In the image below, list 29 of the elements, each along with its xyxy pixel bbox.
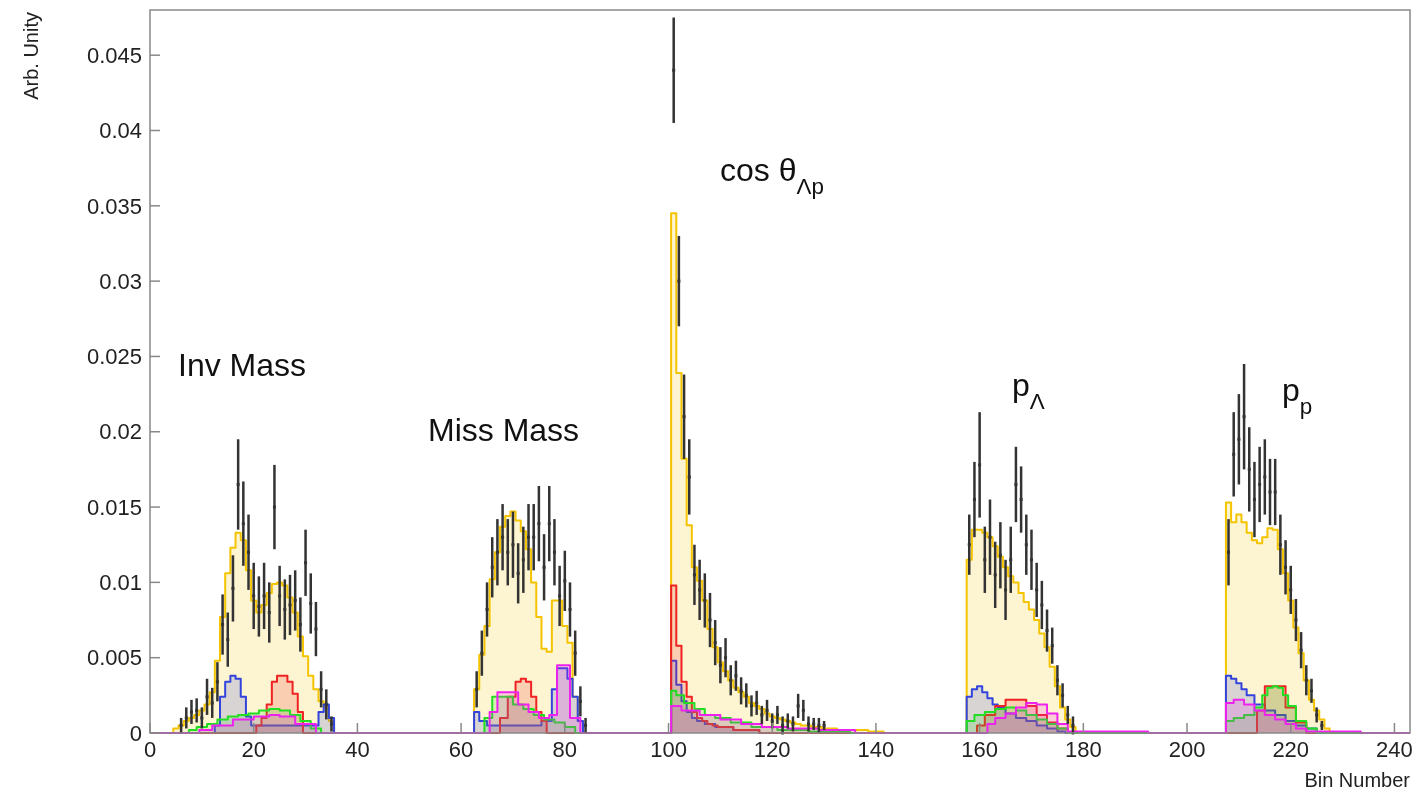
- x-tick-label: 140: [857, 737, 895, 762]
- annotation: cos θ$_{Λp}$: [720, 152, 824, 199]
- x-tick-label: 160: [961, 737, 998, 762]
- annotation: Miss Mass: [428, 412, 580, 449]
- x-tick-label: 60: [448, 737, 474, 762]
- y-tick-label: 0.035: [86, 193, 142, 219]
- y-tick-label: 0.01: [99, 570, 142, 596]
- x-tick-label: 120: [753, 737, 791, 762]
- annotation: p$_{Λ}$: [1012, 367, 1045, 414]
- x-tick-label: 180: [1064, 737, 1102, 762]
- y-tick-label: 0.025: [86, 344, 142, 370]
- y-tick-label: 0.04: [99, 118, 142, 144]
- x-tick-label: 220: [1272, 737, 1310, 762]
- x-tick-label: 80: [552, 737, 578, 762]
- y-tick-label: 0.045: [86, 42, 142, 68]
- y-axis-title: Arb. Unity: [20, 12, 42, 100]
- y-tick-label: 0.005: [86, 645, 142, 671]
- y-tick-label: 0.02: [99, 419, 142, 445]
- annotation: p$_{p}$: [1282, 372, 1313, 419]
- x-tick-label: 200: [1168, 737, 1206, 762]
- annotation: Inv Mass: [178, 347, 307, 384]
- x-tick-label: 20: [241, 737, 266, 762]
- y-tick-label: 0.03: [99, 268, 142, 294]
- y-tick-label: 0: [129, 720, 142, 746]
- x-tick-label: 40: [345, 737, 370, 762]
- x-tick-label: 240: [1376, 737, 1413, 762]
- x-tick-label: 100: [650, 737, 687, 762]
- y-tick-label: 0.015: [86, 494, 142, 520]
- x-axis-title: Bin Number: [1304, 769, 1411, 791]
